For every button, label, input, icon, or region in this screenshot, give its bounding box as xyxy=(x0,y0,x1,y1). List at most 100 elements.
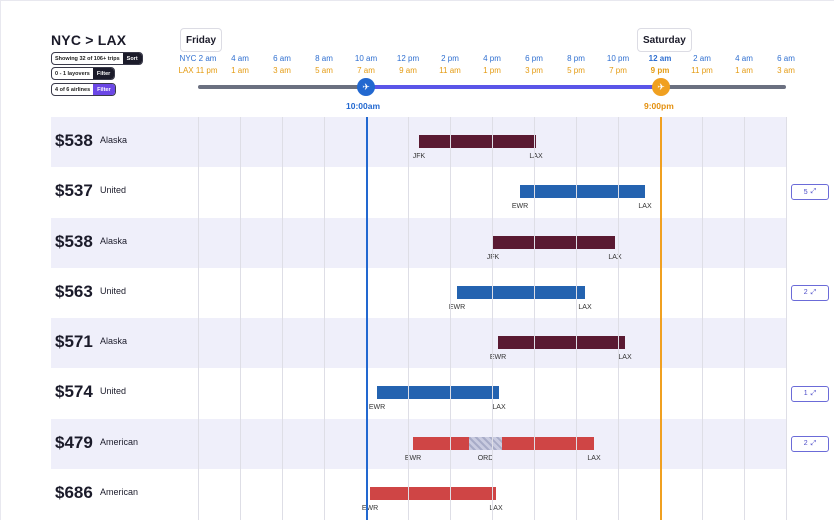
flight-row[interactable]: $537 United EWR LAX xyxy=(51,167,786,217)
flight-row[interactable]: $538 Alaska JFK LAX xyxy=(51,117,786,168)
arrival-handle[interactable]: ✈ xyxy=(652,78,670,96)
price: $574 xyxy=(55,382,93,402)
lax-time: 11 am xyxy=(439,66,461,75)
flight-bar[interactable] xyxy=(498,336,625,350)
price: $686 xyxy=(55,483,93,503)
arrive-before-label: 9:00pm xyxy=(644,101,674,111)
lax-time: 5 am xyxy=(315,66,333,75)
flight-bar[interactable] xyxy=(370,487,496,501)
flight-row[interactable]: $686 American EWR LAX xyxy=(51,469,786,519)
price: $537 xyxy=(55,181,93,201)
nyc-time: 4 pm xyxy=(483,54,501,63)
expand-similar-button[interactable]: 2 ⤢ xyxy=(791,435,829,452)
lax-time: 1 am xyxy=(735,66,753,75)
layover-airport: ORD xyxy=(477,454,494,462)
time-tick: 8 am 5 am xyxy=(299,53,349,77)
destination-airport: LAX xyxy=(489,505,503,513)
lax-time: 9 am xyxy=(399,66,417,75)
flight-row[interactable]: $479 American ORD EWR LAX xyxy=(51,418,786,470)
trip-count-label: Showing 32 of 106+ trips xyxy=(55,55,120,62)
time-tick: 6 am 3 am xyxy=(761,53,811,77)
origin-airport: EWR xyxy=(489,354,507,362)
grid-line xyxy=(744,117,745,520)
similar-count: 2 xyxy=(803,440,808,448)
time-tick: 10 am 7 am xyxy=(341,53,391,77)
nyc-time: 6 am xyxy=(273,54,291,63)
grid-line xyxy=(576,117,577,520)
layovers-filter-button[interactable]: Filter xyxy=(92,68,115,79)
flight-bar[interactable] xyxy=(457,285,585,299)
grid-line xyxy=(324,117,325,520)
destination-airport: LAX xyxy=(578,303,592,311)
lax-time: 7 am xyxy=(357,66,375,75)
nyc-time: 6 pm xyxy=(525,54,543,63)
expand-similar-button[interactable]: 1 ⤢ xyxy=(791,385,829,402)
price: $538 xyxy=(55,231,93,251)
time-tick: 6 pm 3 pm xyxy=(509,53,559,77)
origin-airport: EWR xyxy=(404,454,422,462)
flight-segment[interactable] xyxy=(413,436,469,450)
expand-similar-button[interactable]: 5 ⤢ xyxy=(791,184,829,201)
lax-time: 9 pm xyxy=(650,66,670,75)
flight-bar[interactable] xyxy=(377,386,499,400)
grid-line xyxy=(492,117,493,520)
price: $563 xyxy=(55,281,93,301)
takeoff-icon: ✈ xyxy=(362,81,370,92)
airline-name: Alaska xyxy=(100,135,128,145)
flight-list: $538 Alaska JFK LAX $537 United EWR LAX $538 Alas… xyxy=(51,117,786,519)
day-label-saturday: Saturday xyxy=(637,28,692,52)
flight-bar[interactable] xyxy=(419,135,536,148)
similar-count: 1 xyxy=(803,390,808,397)
origin-airport: EWR xyxy=(361,505,379,513)
origin-airport: EWR xyxy=(511,203,529,211)
flight-row[interactable]: $538 Alaska JFK LAX xyxy=(51,217,786,268)
lax-time: 3 pm xyxy=(525,66,543,75)
grid-line xyxy=(534,117,535,520)
nyc-time: 12 pm xyxy=(396,54,420,63)
grid-line xyxy=(240,117,241,520)
nyc-time: NYC 2 am xyxy=(179,54,217,63)
flight-row[interactable]: $574 United EWR LAX xyxy=(51,368,786,418)
grid-line xyxy=(702,117,703,520)
grid-line xyxy=(198,117,199,520)
airline-name: American xyxy=(100,487,139,498)
airline-name: Alaska xyxy=(100,336,128,347)
airlines-filter: 4 of 6 airlines Filter xyxy=(51,83,116,96)
flight-row[interactable]: $571 Alaska EWR LAX xyxy=(51,318,786,369)
nyc-time: 12 am xyxy=(648,54,672,63)
time-tick: 2 pm 11 am xyxy=(425,53,475,77)
departure-cursor-line xyxy=(366,117,368,520)
origin-airport: JFK xyxy=(412,153,426,160)
grid-line xyxy=(618,117,619,520)
flight-bar[interactable] xyxy=(493,235,615,249)
time-tick: 6 am 3 am xyxy=(257,53,307,77)
lax-time: 5 pm xyxy=(567,66,585,75)
time-tick: 10 pm 7 pm xyxy=(593,53,643,77)
time-tick: 4 am 1 am xyxy=(719,53,769,77)
expand-icon: ⤢ xyxy=(810,389,817,397)
expand-similar-button[interactable]: 2 ⤢ xyxy=(791,284,829,301)
airline-name: American xyxy=(100,436,139,447)
departure-handle[interactable]: ✈ xyxy=(357,78,375,96)
flight-bar[interactable] xyxy=(520,185,645,199)
lax-time: LAX 11 pm xyxy=(178,66,218,75)
flight-row[interactable]: $563 United EWR LAX xyxy=(51,268,786,318)
price: $571 xyxy=(55,332,93,352)
price: $479 xyxy=(55,432,93,452)
depart-after-label: 10:00am xyxy=(346,101,381,111)
expand-icon: ⤢ xyxy=(810,439,817,447)
arrival-cursor-line xyxy=(660,117,662,520)
time-tick: 8 pm 5 pm xyxy=(551,53,601,77)
expand-icon: ⤢ xyxy=(810,288,817,296)
lax-time: 3 am xyxy=(273,66,291,75)
sort-control: Showing 32 of 106+ trips Sort xyxy=(51,52,143,65)
airlines-label: 4 of 6 airlines xyxy=(55,86,91,93)
destination-airport: LAX xyxy=(638,203,652,211)
nyc-time: 2 am xyxy=(693,54,711,63)
destination-airport: LAX xyxy=(608,253,622,261)
airlines-filter-button[interactable]: Filter xyxy=(93,84,115,95)
flight-segment[interactable] xyxy=(502,436,594,450)
sort-button[interactable]: Sort xyxy=(122,53,142,64)
nyc-time: 8 pm xyxy=(567,54,585,63)
